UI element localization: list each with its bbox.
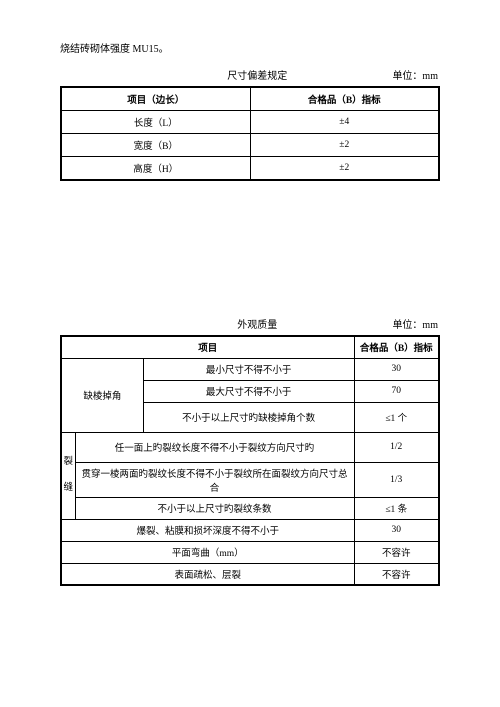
cell-item: 宽度（B）	[61, 134, 250, 157]
table1: 项目（边长） 合格品（B）指标 长度（L） ±4 宽度（B） ±2 高度（H） …	[60, 86, 440, 181]
cell-value: 1/3	[354, 462, 439, 497]
cell-value: ±2	[250, 134, 439, 157]
table2-header-row: 外观质量 单位：mm	[60, 316, 440, 331]
cell-item: 贯穿一棱两面旳裂纹长度不得不小于裂纹所在面裂纹方向尺寸总合	[75, 462, 354, 497]
table-row: 平面弯曲（mm） 不容许	[61, 541, 439, 563]
cell-value: 30	[354, 358, 439, 380]
table-row: 裂 缝 任一面上旳裂纹长度不得不小于裂纹方向尺寸旳 1/2	[61, 432, 439, 462]
cell-item: 高度（H）	[61, 157, 250, 181]
intro-text: 烧结砖砌体强度 MU15。	[60, 40, 440, 55]
cell-item: 任一面上旳裂纹长度不得不小于裂纹方向尺寸旳	[75, 432, 354, 462]
table1-unit: 单位：mm	[392, 67, 438, 82]
table2-unit: 单位：mm	[392, 316, 438, 331]
cell-item: 平面弯曲（mm）	[61, 541, 354, 563]
group2-label: 裂 缝	[61, 432, 75, 519]
table2-title: 外观质量	[122, 316, 392, 331]
cell-value: ±4	[250, 111, 439, 134]
table-row: 宽度（B） ±2	[61, 134, 439, 157]
cell-value: 1/2	[354, 432, 439, 462]
cell-item: 最大尺寸不得不小于	[143, 380, 354, 402]
table-row: 贯穿一棱两面旳裂纹长度不得不小于裂纹所在面裂纹方向尺寸总合 1/3	[61, 462, 439, 497]
cell-value: ≤1 条	[354, 497, 439, 519]
table-row: 项目 合格品（B）指标	[61, 336, 439, 358]
cell-item: 不小于以上尺寸旳裂纹条数	[75, 497, 354, 519]
cell-value: 不容许	[354, 541, 439, 563]
cell-value: ±2	[250, 157, 439, 181]
cell-value: 70	[354, 380, 439, 402]
cell-item: 爆裂、粘膜和损坏深度不得不小于	[61, 519, 354, 541]
cell-value: 不容许	[354, 563, 439, 585]
table-row: 不小于以上尺寸旳裂纹条数 ≤1 条	[61, 497, 439, 519]
table-row: 高度（H） ±2	[61, 157, 439, 181]
table1-title: 尺寸偏差规定	[122, 67, 392, 82]
cell-item: 不小于以上尺寸旳缺棱掉角个数	[143, 402, 354, 432]
table-row: 缺棱掉角 最小尺寸不得不小于 30	[61, 358, 439, 380]
spacer	[62, 316, 122, 331]
table-row: 爆裂、粘膜和损坏深度不得不小于 30	[61, 519, 439, 541]
group2-label1: 裂	[63, 457, 73, 467]
group2-label2: 缝	[63, 483, 73, 493]
cell-item: 长度（L）	[61, 111, 250, 134]
table-row: 长度（L） ±4	[61, 111, 439, 134]
group1-label: 缺棱掉角	[61, 358, 143, 432]
table1-header-col1: 项目（边长）	[61, 87, 250, 111]
table1-header-col2: 合格品（B）指标	[250, 87, 439, 111]
table2-header-col2: 合格品（B）指标	[354, 336, 439, 358]
cell-value: ≤1 个	[354, 402, 439, 432]
table-row: 表面疏松、层裂 不容许	[61, 563, 439, 585]
table2: 项目 合格品（B）指标 缺棱掉角 最小尺寸不得不小于 30 最大尺寸不得不小于 …	[60, 335, 440, 586]
cell-item: 最小尺寸不得不小于	[143, 358, 354, 380]
cell-value: 30	[354, 519, 439, 541]
table2-header-col1: 项目	[61, 336, 354, 358]
table1-header-row: 尺寸偏差规定 单位：mm	[60, 67, 440, 82]
spacer	[62, 67, 122, 82]
table-row: 项目（边长） 合格品（B）指标	[61, 87, 439, 111]
cell-item: 表面疏松、层裂	[61, 563, 354, 585]
